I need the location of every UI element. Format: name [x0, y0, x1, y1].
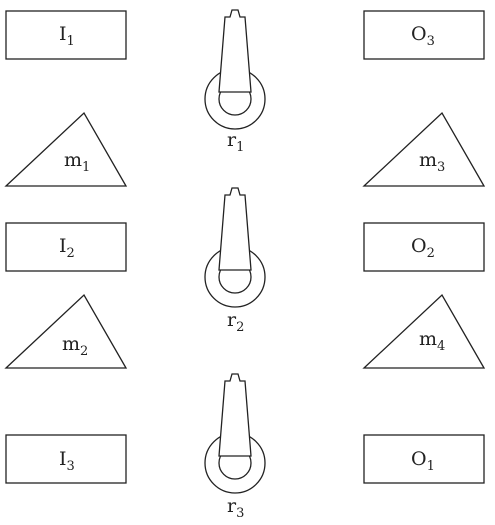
robot-r2: r2 — [204, 187, 266, 335]
box-O2-label: O2 — [411, 235, 435, 261]
robot-r1: r1 — [204, 9, 266, 155]
machine-triangle — [362, 111, 486, 187]
box-I1-label: I1 — [59, 23, 75, 49]
output-buffer-box — [363, 434, 485, 484]
machine-m3: m3 — [362, 111, 486, 187]
robot-r1-label: r1 — [227, 129, 244, 155]
machine-triangle — [4, 293, 128, 369]
input-buffer-box — [5, 10, 127, 60]
box-O3-label: O3 — [411, 23, 435, 49]
box-O2: O2 — [363, 222, 485, 272]
box-I3: I3 — [5, 434, 127, 484]
box-I2-label: I2 — [59, 235, 75, 261]
robot-r3: r3 — [204, 373, 266, 521]
output-buffer-box — [363, 10, 485, 60]
machine-m4-label: m4 — [419, 328, 445, 354]
machine-triangle — [362, 293, 486, 369]
robot-arm — [218, 373, 252, 457]
box-O1-label: O1 — [411, 448, 435, 474]
machine-m1-label: m1 — [64, 149, 90, 175]
robot-r3-label: r3 — [227, 495, 244, 521]
input-buffer-box — [5, 222, 127, 272]
machine-m1: m1 — [4, 111, 128, 187]
output-buffer-box — [363, 222, 485, 272]
box-I2: I2 — [5, 222, 127, 272]
machine-m4: m4 — [362, 293, 486, 369]
box-I1: I1 — [5, 10, 127, 60]
robot-r2-label: r2 — [227, 309, 244, 335]
robot-arm — [218, 187, 252, 271]
box-O3: O3 — [363, 10, 485, 60]
box-I3-label: I3 — [59, 448, 75, 474]
box-O1: O1 — [363, 434, 485, 484]
machine-m2: m2 — [4, 293, 128, 369]
machine-m3-label: m3 — [419, 149, 445, 175]
input-buffer-box — [5, 434, 127, 484]
machine-triangle — [4, 111, 128, 187]
machine-m2-label: m2 — [62, 333, 88, 359]
robot-arm — [218, 9, 252, 93]
